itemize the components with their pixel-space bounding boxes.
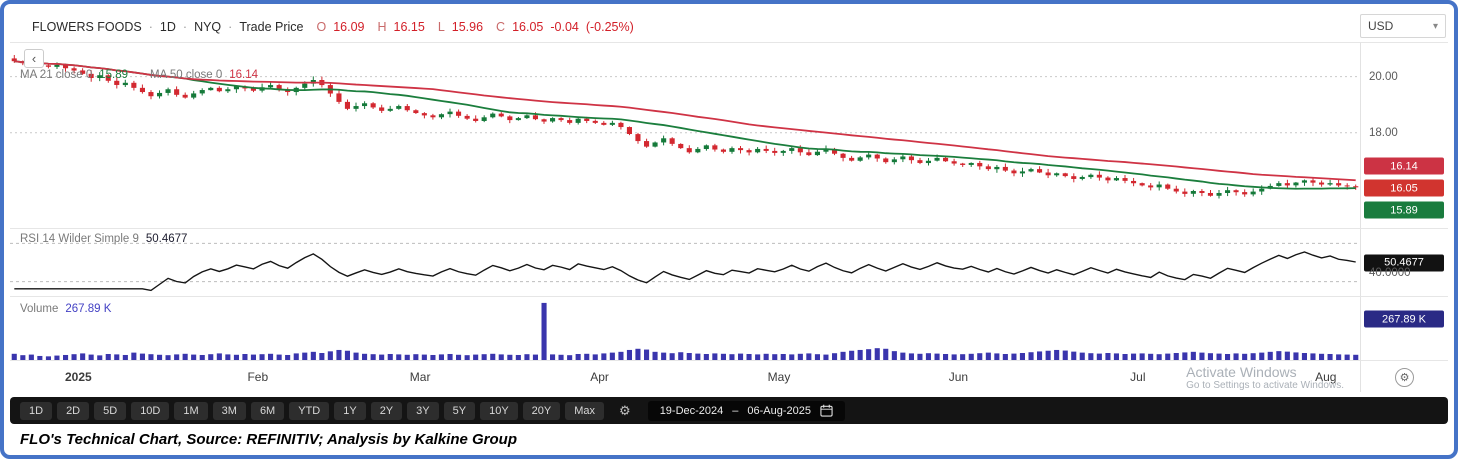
- change-value: -0.04: [550, 20, 579, 34]
- ma21-value: 15.89: [99, 69, 129, 81]
- back-arrow-icon: ‹: [31, 51, 37, 66]
- range-button-10d[interactable]: 10D: [131, 401, 170, 420]
- main-chart-svg: [10, 55, 1360, 199]
- time-axis-label: 2025: [64, 370, 92, 384]
- date-end: 06-Aug-2025: [747, 404, 812, 417]
- rsi-chart-svg: [10, 242, 1360, 292]
- range-button-1y[interactable]: 1Y: [334, 401, 366, 420]
- chevron-down-icon: ▾: [1432, 20, 1438, 32]
- range-toolbar: 1D 2D 5D 10D 1M 3M 6M YTD 1Y 2Y 3Y 5Y 10…: [10, 397, 1448, 424]
- rsi-legend[interactable]: RSI 14 Wilder Simple 9 50.4677: [20, 233, 187, 245]
- rsi-name: RSI 14 Wilder Simple 9: [20, 233, 139, 245]
- volume-chart-svg: [11, 302, 1359, 360]
- range-button-10y[interactable]: 10Y: [480, 401, 518, 420]
- range-button-ytd[interactable]: YTD: [289, 401, 330, 420]
- high-label: H: [377, 20, 387, 34]
- date-start: 19-Dec-2024: [659, 404, 724, 417]
- range-button-1d[interactable]: 1D: [20, 401, 53, 420]
- low-value: 15.96: [451, 20, 484, 34]
- close-value: 16.05: [512, 20, 544, 34]
- date-range-button[interactable]: 19-Dec-2024 – 06-Aug-2025: [647, 400, 846, 421]
- currency-axis-cell: USD ▾: [1360, 12, 1448, 42]
- price-badge-close: 16.05: [1364, 179, 1444, 197]
- time-axis[interactable]: 2025 Feb Mar Apr May Jun Jul Aug: [10, 360, 1360, 392]
- back-button[interactable]: ‹: [24, 49, 44, 68]
- price-axis-label-2: 18.00: [1369, 127, 1398, 140]
- close-label: C: [496, 20, 506, 34]
- calendar-icon: [820, 404, 833, 417]
- volume-panel[interactable]: Volume 267.89 K: [10, 296, 1360, 360]
- low-label: L: [437, 20, 445, 34]
- symbol-name[interactable]: FLOWERS FOODS: [32, 20, 142, 34]
- date-range-separator: –: [732, 404, 739, 417]
- separator-dot: ·: [182, 20, 188, 34]
- currency-value: USD: [1368, 19, 1394, 33]
- range-button-6m[interactable]: 6M: [250, 401, 285, 420]
- range-button-1m[interactable]: 1M: [174, 401, 208, 420]
- price-axis[interactable]: 20.00 18.00 16.14 16.05 15.89: [1360, 42, 1448, 228]
- range-button-2d[interactable]: 2D: [57, 401, 90, 420]
- range-button-5d[interactable]: 5D: [94, 401, 127, 420]
- open-value: 16.09: [333, 20, 365, 34]
- rsi-badge: 50.4677: [1364, 254, 1444, 272]
- toolbar-settings-gear-icon[interactable]: ⚙: [619, 402, 631, 418]
- time-axis-corner: ⚙: [1360, 360, 1448, 392]
- interval-selector[interactable]: 1D: [159, 20, 176, 34]
- range-button-3y[interactable]: 3Y: [407, 401, 439, 420]
- volume-name: Volume: [20, 303, 59, 315]
- rsi-axis-label: 40.0000: [1369, 266, 1411, 279]
- gear-icon: ⚙: [1399, 372, 1410, 384]
- volume-axis[interactable]: 267.89 K: [1360, 296, 1448, 360]
- series-type-label: Trade Price: [239, 20, 304, 34]
- price-panel[interactable]: ‹ MA 21 close 0 15.89 MA 50 close 0 16.1…: [10, 42, 1360, 228]
- time-axis-label: May: [767, 370, 791, 384]
- chart-caption: FLO's Technical Chart, Source: REFINITIV…: [20, 430, 517, 448]
- high-value: 16.15: [393, 20, 425, 34]
- time-axis-label: Jul: [1130, 370, 1146, 384]
- exchange-label: NYQ: [194, 20, 222, 34]
- time-axis-label: Mar: [409, 370, 431, 384]
- axis-settings-button[interactable]: ⚙: [1395, 368, 1414, 387]
- ma-legend[interactable]: MA 21 close 0 15.89 MA 50 close 0 16.14: [20, 69, 258, 81]
- range-button-2y[interactable]: 2Y: [370, 401, 403, 420]
- rsi-panel[interactable]: RSI 14 Wilder Simple 9 50.4677: [10, 228, 1360, 296]
- separator-dot: ·: [148, 20, 153, 34]
- currency-selector[interactable]: USD ▾: [1360, 14, 1446, 38]
- chart-header: FLOWERS FOODS · 1D · NYQ · Trade Price O…: [10, 12, 1360, 42]
- volume-value: 267.89 K: [65, 303, 112, 315]
- price-badge-ma50: 16.14: [1364, 157, 1444, 175]
- range-button-20y[interactable]: 20Y: [522, 401, 561, 420]
- range-button-5y[interactable]: 5Y: [443, 401, 476, 420]
- volume-legend[interactable]: Volume 267.89 K: [20, 303, 111, 315]
- ma50-name: MA 50 close 0: [150, 69, 223, 81]
- ma50-value: 16.14: [229, 69, 259, 81]
- range-button-max[interactable]: Max: [565, 401, 605, 420]
- time-axis-label: Feb: [247, 370, 269, 384]
- price-axis-label-1: 20.00: [1369, 70, 1398, 83]
- time-axis-label: Aug: [1315, 370, 1337, 384]
- separator-dot: ·: [228, 20, 233, 34]
- chart-grid: FLOWERS FOODS · 1D · NYQ · Trade Price O…: [10, 12, 1448, 392]
- volume-badge: 267.89 K: [1364, 310, 1444, 328]
- price-badge-ma21: 15.89: [1364, 201, 1444, 219]
- time-axis-label: Jun: [948, 370, 969, 384]
- range-button-3m[interactable]: 3M: [212, 401, 246, 420]
- rsi-axis[interactable]: 50.4677 40.0000: [1360, 228, 1448, 296]
- rsi-value: 50.4677: [145, 233, 188, 245]
- open-label: O: [316, 20, 327, 34]
- change-percent: (-0.25%): [585, 20, 634, 34]
- ma21-name: MA 21 close 0: [20, 69, 93, 81]
- time-axis-label: Apr: [590, 370, 609, 384]
